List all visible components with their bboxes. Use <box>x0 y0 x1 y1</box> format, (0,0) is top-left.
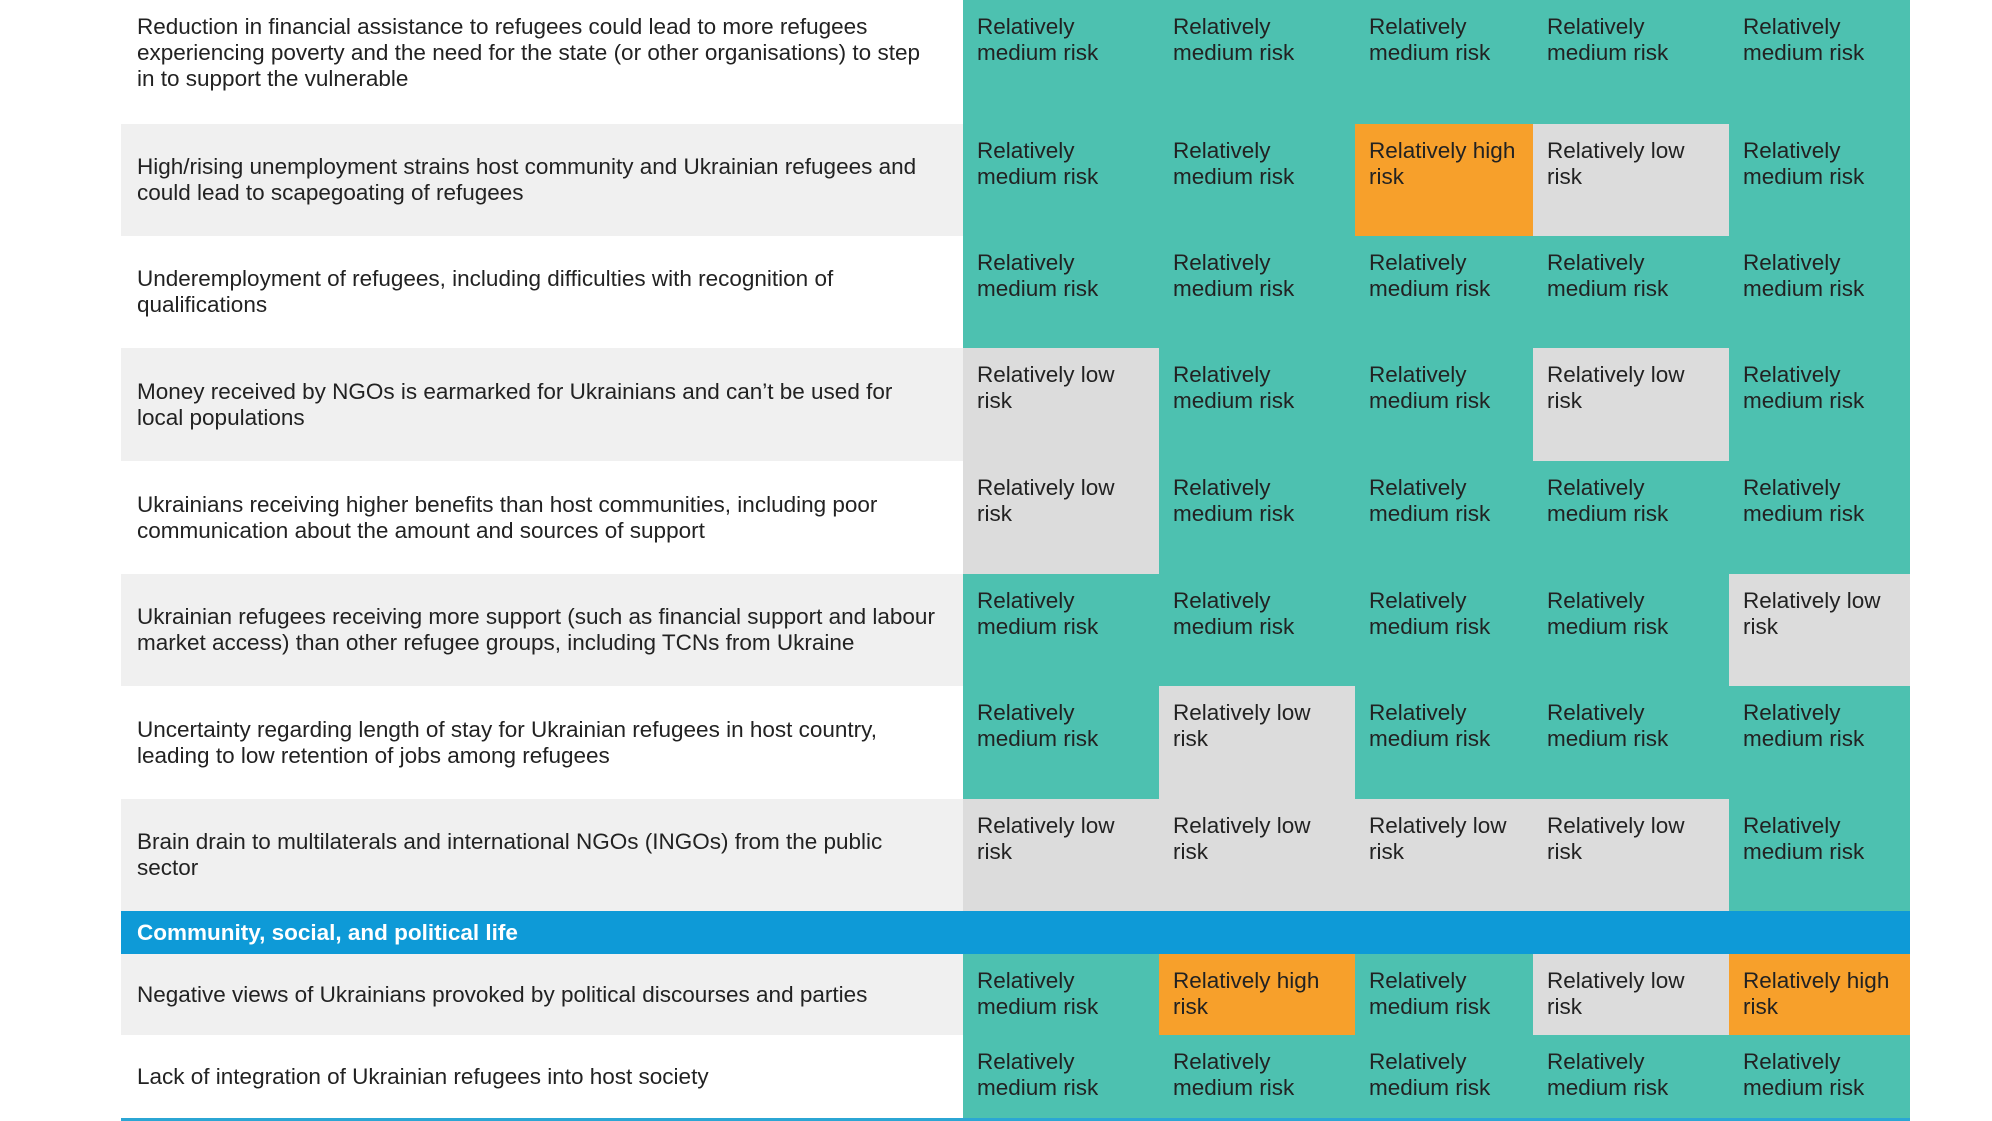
table-row: High/rising unemployment strains host co… <box>121 124 1910 236</box>
risk-cell-medium: Relatively medium risk <box>963 574 1159 686</box>
risk-cell-medium: Relatively medium risk <box>1355 686 1533 799</box>
risk-cell-medium: Relatively medium risk <box>963 236 1159 348</box>
risk-cell-high: Relatively high risk <box>1729 954 1910 1035</box>
risk-cell-medium: Relatively medium risk <box>1729 0 1910 124</box>
risk-cell-medium: Relatively medium risk <box>963 0 1159 124</box>
risk-cell-medium: Relatively medium risk <box>1729 686 1910 799</box>
risk-description: Underemployment of refugees, including d… <box>137 266 834 317</box>
risk-description: Lack of integration of Ukrainian refugee… <box>137 1063 709 1089</box>
risk-cell-low: Relatively low risk <box>963 461 1159 574</box>
risk-cell-medium: Relatively medium risk <box>1533 0 1729 124</box>
risk-cell-low: Relatively low risk <box>1159 799 1355 911</box>
risk-cell-medium: Relatively medium risk <box>1533 236 1729 348</box>
risk-cell-medium: Relatively medium risk <box>1355 461 1533 574</box>
risk-cell-medium: Relatively medium risk <box>963 124 1159 236</box>
risk-cell-medium: Relatively medium risk <box>1533 1035 1729 1118</box>
risk-cell-medium: Relatively medium risk <box>1355 1035 1533 1118</box>
table-row: Ukrainian refugees receiving more suppor… <box>121 574 1910 686</box>
section-header: Community, social, and political life <box>121 911 1910 954</box>
risk-cell-medium: Relatively medium risk <box>1159 0 1355 124</box>
risk-cell-low: Relatively low risk <box>1159 686 1355 799</box>
risk-cell-medium: Relatively medium risk <box>1729 1035 1910 1118</box>
risk-cell-medium: Relatively medium risk <box>1355 574 1533 686</box>
risk-cell-medium: Relatively medium risk <box>1729 124 1910 236</box>
risk-cell-low: Relatively low risk <box>963 799 1159 911</box>
risk-cell-medium: Relatively medium risk <box>1355 0 1533 124</box>
risk-cell-medium: Relatively medium risk <box>1159 124 1355 236</box>
risk-cell-medium: Relatively medium risk <box>1159 348 1355 461</box>
risk-cell-low: Relatively low risk <box>1533 799 1729 911</box>
risk-cell-medium: Relatively medium risk <box>1729 461 1910 574</box>
risk-description: Ukrainian refugees receiving more suppor… <box>121 574 963 686</box>
table-row: Underemployment of refugees, including d… <box>121 236 1910 348</box>
risk-cell-medium: Relatively medium risk <box>1729 236 1910 348</box>
risk-cell-low: Relatively low risk <box>1533 348 1729 461</box>
risk-cell-low: Relatively low risk <box>963 348 1159 461</box>
risk-description: Brain drain to multilaterals and interna… <box>121 799 963 911</box>
risk-cell-medium: Relatively medium risk <box>1533 686 1729 799</box>
risk-cell-medium: Relatively medium risk <box>1159 574 1355 686</box>
risk-cell-high: Relatively high risk <box>1159 954 1355 1035</box>
risk-cell-medium: Relatively medium risk <box>1355 348 1533 461</box>
risk-cell-medium: Relatively medium risk <box>1533 574 1729 686</box>
risk-description: Negative views of Ukrainians provoked by… <box>121 954 963 1035</box>
table-row: Reduction in financial assistance to ref… <box>121 0 1910 124</box>
risk-cell-low: Relatively low risk <box>1355 799 1533 911</box>
risk-cell-medium: Relatively medium risk <box>963 686 1159 799</box>
risk-cell-low: Relatively low risk <box>1533 124 1729 236</box>
risk-cell-medium: Relatively medium risk <box>1159 1035 1355 1118</box>
risk-cell-medium: Relatively medium risk <box>963 1035 1159 1118</box>
risk-cell-medium: Relatively medium risk <box>1729 799 1910 911</box>
risk-description: Uncertainty regarding length of stay for… <box>137 716 877 768</box>
risk-description: Reduction in financial assistance to ref… <box>137 14 920 91</box>
risk-description: High/rising unemployment strains host co… <box>121 124 963 236</box>
risk-cell-medium: Relatively medium risk <box>1159 236 1355 348</box>
table-row: Money received by NGOs is earmarked for … <box>121 348 1910 461</box>
risk-description: Money received by NGOs is earmarked for … <box>121 348 963 461</box>
table-row: Ukrainians receiving higher benefits tha… <box>121 461 1910 574</box>
risk-cell-medium: Relatively medium risk <box>1159 461 1355 574</box>
risk-cell-medium: Relatively medium risk <box>963 954 1159 1035</box>
table-row: Negative views of Ukrainians provoked by… <box>121 954 1910 1035</box>
table-row: Lack of integration of Ukrainian refugee… <box>121 1035 1910 1118</box>
risk-cell-high: Relatively high risk <box>1355 124 1533 236</box>
risk-cell-low: Relatively low risk <box>1729 574 1910 686</box>
risk-cell-medium: Relatively medium risk <box>1355 236 1533 348</box>
risk-cell-medium: Relatively medium risk <box>1729 348 1910 461</box>
risk-cell-medium: Relatively medium risk <box>1533 461 1729 574</box>
table-row: Brain drain to multilaterals and interna… <box>121 799 1910 911</box>
risk-cell-medium: Relatively medium risk <box>1355 954 1533 1035</box>
table-row: Uncertainty regarding length of stay for… <box>121 686 1910 799</box>
risk-cell-low: Relatively low risk <box>1533 954 1729 1035</box>
risk-description: Ukrainians receiving higher benefits tha… <box>137 491 878 543</box>
